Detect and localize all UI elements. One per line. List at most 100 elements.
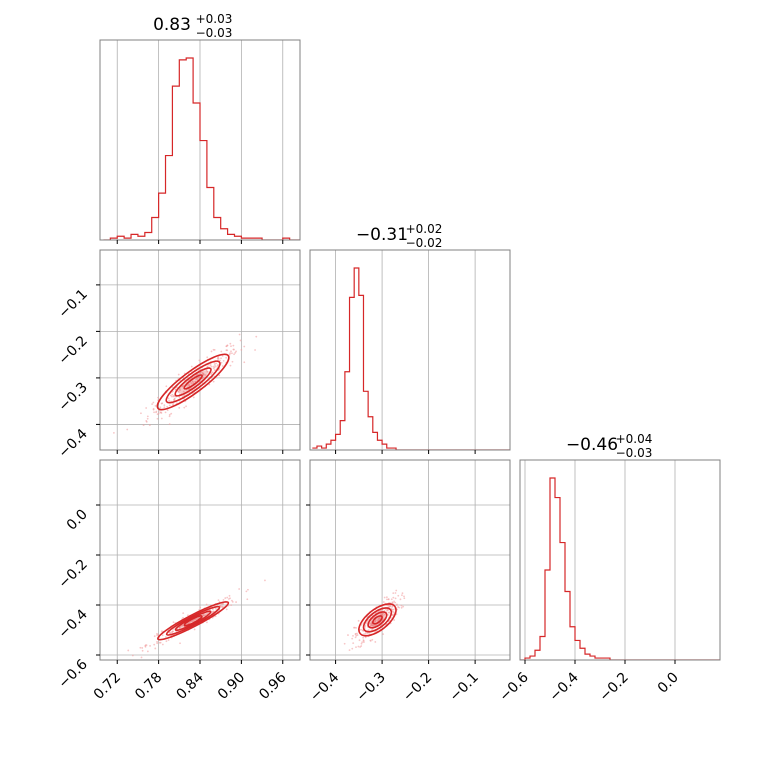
scatter-point (144, 644, 147, 647)
density-contour (174, 367, 212, 397)
scatter-point (213, 369, 216, 371)
y-tick-label: 0.0 (64, 507, 91, 534)
scatter-point (171, 386, 174, 389)
x-tick-label: −0.1 (447, 670, 482, 705)
scatter-point (189, 381, 192, 384)
scatter-point (206, 370, 209, 373)
scatter-point (343, 642, 346, 645)
joint-panel-1: 0.72 0.78 0.84 0.90 0.96 −0.6 −0.4 −0.2 0.0 (55, 459, 301, 703)
scatter-point (392, 592, 395, 594)
panel-title-minus: −0.03 (196, 26, 233, 40)
scatter-point (181, 624, 184, 627)
scatter-point (126, 428, 129, 431)
panel-content (520, 477, 720, 660)
scatter-point (225, 345, 228, 348)
scatter-point (246, 598, 249, 601)
panel-title-minus: −0.02 (406, 236, 443, 250)
scatter-point (402, 605, 405, 608)
scatter-point (214, 607, 217, 610)
scatter-point (354, 636, 357, 639)
scatter-point (401, 594, 403, 597)
scatter-point (351, 637, 354, 640)
panel-content (103, 57, 300, 240)
scatter-point (228, 353, 231, 356)
scatter-point (171, 630, 174, 633)
density-contour (183, 374, 203, 390)
panel-title-plus: +0.02 (406, 222, 443, 236)
scatter-point (140, 656, 143, 659)
scatter-point (243, 361, 246, 364)
scatter-point (398, 606, 401, 609)
panel-content (312, 267, 510, 450)
scatter-point (172, 395, 175, 398)
scatter-point (240, 349, 243, 351)
scatter-point (366, 632, 369, 635)
scatter-point (233, 348, 235, 351)
scatter-point (361, 641, 364, 644)
scatter-point (192, 382, 195, 385)
histogram-panel-1: −0.31+0.02−0.02 (309, 222, 511, 454)
scatter-point (171, 393, 174, 396)
scatter-point (386, 598, 388, 601)
scatter-point (394, 601, 397, 604)
scatter-point (194, 380, 197, 383)
density-contour (165, 360, 221, 404)
scatter-point (377, 619, 380, 622)
scatter-point (360, 623, 363, 626)
scatter-point (226, 596, 229, 599)
scatter-point (219, 359, 221, 362)
scatter-point (217, 364, 219, 366)
scatter-point (179, 389, 181, 392)
scatter-point (168, 415, 171, 418)
scatter-point (183, 394, 186, 396)
scatter-point (245, 590, 248, 593)
x-tick-label: −0.2 (596, 670, 631, 705)
scatter-point (362, 636, 365, 639)
scatter-point (231, 352, 233, 355)
scatter-point (156, 640, 158, 643)
scatter-point (156, 642, 159, 645)
x-tick-label: 0.90 (215, 670, 248, 703)
scatter-point (229, 352, 232, 355)
scatter-point (179, 642, 181, 645)
scatter-point (178, 626, 181, 629)
scatter-point (212, 610, 215, 613)
scatter-point (225, 608, 228, 611)
scatter-point (243, 345, 246, 348)
scatter-point (182, 390, 185, 393)
scatter-point (165, 385, 168, 388)
y-tick-label: −0.4 (55, 606, 90, 641)
scatter-point (357, 619, 360, 622)
density-contour (183, 615, 203, 627)
scatter-point (168, 423, 171, 425)
scatter-point (204, 374, 207, 376)
panel-frame (309, 459, 511, 661)
scatter-point (358, 639, 361, 642)
scatter-point (153, 643, 156, 646)
scatter-point (231, 360, 234, 363)
scatter-point (356, 634, 359, 636)
scatter-point (392, 611, 395, 613)
scatter-point (400, 604, 403, 607)
histogram-step (312, 267, 510, 450)
scatter-point (166, 405, 169, 408)
density-contour (157, 601, 230, 641)
scatter-point (235, 601, 237, 603)
y-tick-label: −0.2 (55, 333, 90, 368)
scatter-point (156, 417, 159, 420)
scatter-point (383, 609, 386, 612)
panel-content (343, 589, 406, 651)
scatter-point (221, 605, 224, 608)
scatter-point (230, 350, 232, 353)
scatter-point (247, 588, 249, 591)
scatter-point (163, 406, 166, 409)
scatter-point (394, 592, 397, 594)
scatter-point (131, 654, 134, 657)
scatter-point (152, 407, 155, 410)
scatter-point (195, 378, 197, 380)
scatter-point (145, 420, 148, 423)
x-tick-label: −0.3 (354, 670, 389, 705)
scatter-point (149, 645, 151, 647)
x-tick-label: 0.72 (91, 670, 124, 703)
